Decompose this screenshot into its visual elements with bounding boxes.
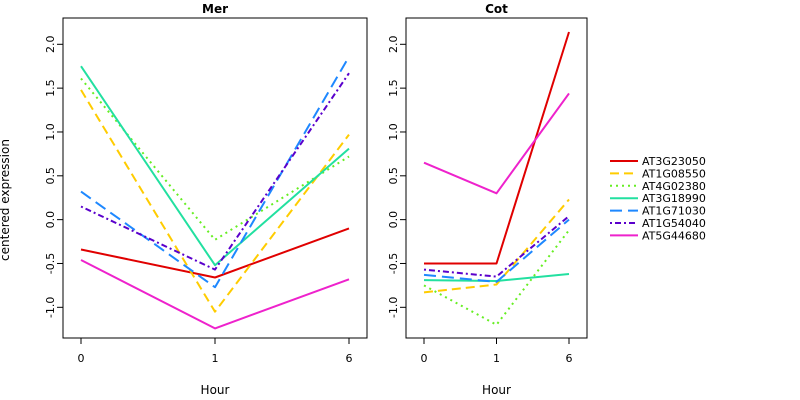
series-line-mer-at4g02380 (80, 77, 350, 241)
y-tick-label-mer: 1.0 (44, 123, 57, 141)
y-tick-label-cot: 1.5 (387, 79, 400, 97)
x-tick-label-cot: 0 (421, 352, 428, 365)
legend: AT3G23050AT1G08550AT4G02380AT3G18990AT1G… (610, 155, 706, 242)
legend-label: AT5G44680 (642, 229, 706, 242)
legend-label: AT1G08550 (642, 167, 706, 180)
x-tick-label-mer: 6 (346, 352, 353, 365)
panel-mer: Mer -1.0 -0.5 0.0 0.5 1.0 1.5 2.0 0 1 6 Hour (44, 2, 368, 397)
y-axis-label: centered expression (0, 139, 12, 261)
y-tick-label-cot: 2.0 (387, 36, 400, 54)
series-line-mer-at1g08550 (80, 89, 350, 313)
legend-item-at1g71030: AT1G71030 (610, 205, 706, 218)
x-tick-label-cot: 1 (493, 352, 500, 365)
legend-item-at4g02380: AT4G02380 (610, 180, 706, 193)
x-tick-label-cot: 6 (566, 352, 573, 365)
series-line-cot-at3g23050 (424, 31, 570, 265)
y-tick-label-cot: -1.0 (387, 297, 400, 318)
legend-item-at3g23050: AT3G23050 (610, 155, 706, 168)
series-line-cot-at1g71030 (423, 218, 570, 283)
series-line-mer-at3g18990 (80, 65, 350, 267)
legend-item-at3g18990: AT3G18990 (610, 192, 706, 205)
legend-item-at1g08550: AT1G08550 (610, 167, 706, 180)
panel-title-cot: Cot (485, 2, 508, 16)
legend-label: AT1G54040 (642, 217, 706, 230)
legend-label: AT4G02380 (642, 180, 706, 193)
legend-label: AT3G18990 (642, 192, 706, 205)
legend-item-at1g54040: AT1G54040 (610, 217, 706, 230)
y-tick-label-mer: 0.5 (44, 167, 57, 185)
x-tick-label-mer: 0 (78, 352, 85, 365)
series-line-cot-at1g08550 (423, 198, 570, 294)
x-axis-label-mer: Hour (201, 383, 230, 397)
y-tick-label-cot: 0.5 (387, 167, 400, 185)
legend-item-at5g44680: AT5G44680 (610, 229, 706, 242)
y-tick-label-mer: -1.0 (44, 297, 57, 318)
plot-frame-cot (405, 17, 588, 339)
legend-label: AT3G23050 (642, 155, 706, 168)
series-line-mer-at3g23050 (80, 227, 350, 279)
panel-title-mer: Mer (202, 2, 228, 16)
y-tick-label-mer: -0.5 (44, 253, 57, 274)
x-axis-label-cot: Hour (482, 383, 511, 397)
legend-label: AT1G71030 (642, 205, 706, 218)
panel-cot: Cot -1.0 -0.5 0.0 0.5 1.0 1.5 2.0 0 1 6 Hour (387, 2, 588, 397)
series-line-mer-at1g54040 (80, 72, 350, 271)
x-tick-label-mer: 1 (212, 352, 219, 365)
y-tick-label-mer: 2.0 (44, 36, 57, 54)
series-line-mer-at1g71030 (80, 56, 350, 289)
y-tick-label-cot: -0.5 (387, 253, 400, 274)
y-tick-label-mer: 0.0 (44, 211, 57, 229)
series-line-mer-at5g44680 (80, 259, 350, 330)
y-tick-label-cot: 1.0 (387, 123, 400, 141)
series-line-cot-at1g54040 (423, 215, 570, 278)
y-tick-label-mer: 1.5 (44, 79, 57, 97)
series-line-cot-at5g44680 (423, 92, 570, 195)
y-tick-label-cot: 0.0 (387, 211, 400, 229)
